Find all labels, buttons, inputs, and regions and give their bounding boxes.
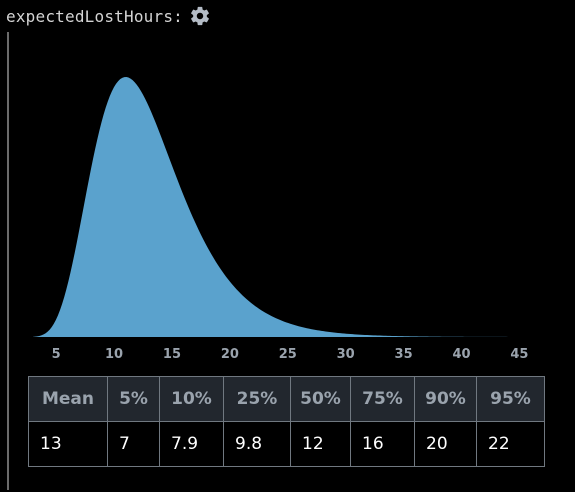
table-cell: 22 (476, 421, 545, 467)
table-cell: 16 (350, 421, 415, 467)
summary-stats-table: Mean 5% 10% 25% 50% 75% 90% 95% 13 7 7.9… (28, 376, 545, 467)
table-header-cell: 10% (159, 376, 224, 422)
x-tick-label: 30 (337, 347, 355, 362)
x-tick-label: 25 (279, 347, 297, 362)
table-cell: 12 (290, 421, 351, 467)
table-row: 13 7 7.9 9.8 12 16 20 22 (28, 421, 545, 467)
table-header-cell: 95% (476, 376, 545, 422)
x-tick-label: 40 (452, 347, 470, 362)
table-header-cell: 25% (223, 376, 291, 422)
table-header-cell: Mean (28, 376, 108, 422)
gear-icon[interactable] (189, 5, 211, 27)
x-tick-label: 15 (163, 347, 181, 362)
table-cell: 7 (107, 421, 160, 467)
distribution-chart: 5 10 15 20 25 30 35 40 45 (33, 77, 531, 362)
table-cell: 13 (28, 421, 108, 467)
table-cell: 9.8 (223, 421, 291, 467)
table-cell: 20 (414, 421, 477, 467)
table-header-cell: 90% (414, 376, 477, 422)
table-header-cell: 5% (107, 376, 160, 422)
table-header-cell: 50% (290, 376, 351, 422)
distribution-area (33, 77, 531, 337)
variable-name: expectedLostHours: (6, 6, 183, 26)
table-header-row: Mean 5% 10% 25% 50% 75% 90% 95% (28, 376, 545, 422)
x-tick-label: 10 (105, 347, 123, 362)
table-cell: 7.9 (159, 421, 224, 467)
x-tick-label: 5 (52, 347, 61, 362)
x-tick-label: 20 (221, 347, 239, 362)
x-tick-label: 35 (395, 347, 413, 362)
x-tick-label: 45 (510, 347, 528, 362)
variable-header: expectedLostHours: (6, 4, 211, 28)
left-rule (7, 32, 9, 490)
table-header-cell: 75% (350, 376, 415, 422)
